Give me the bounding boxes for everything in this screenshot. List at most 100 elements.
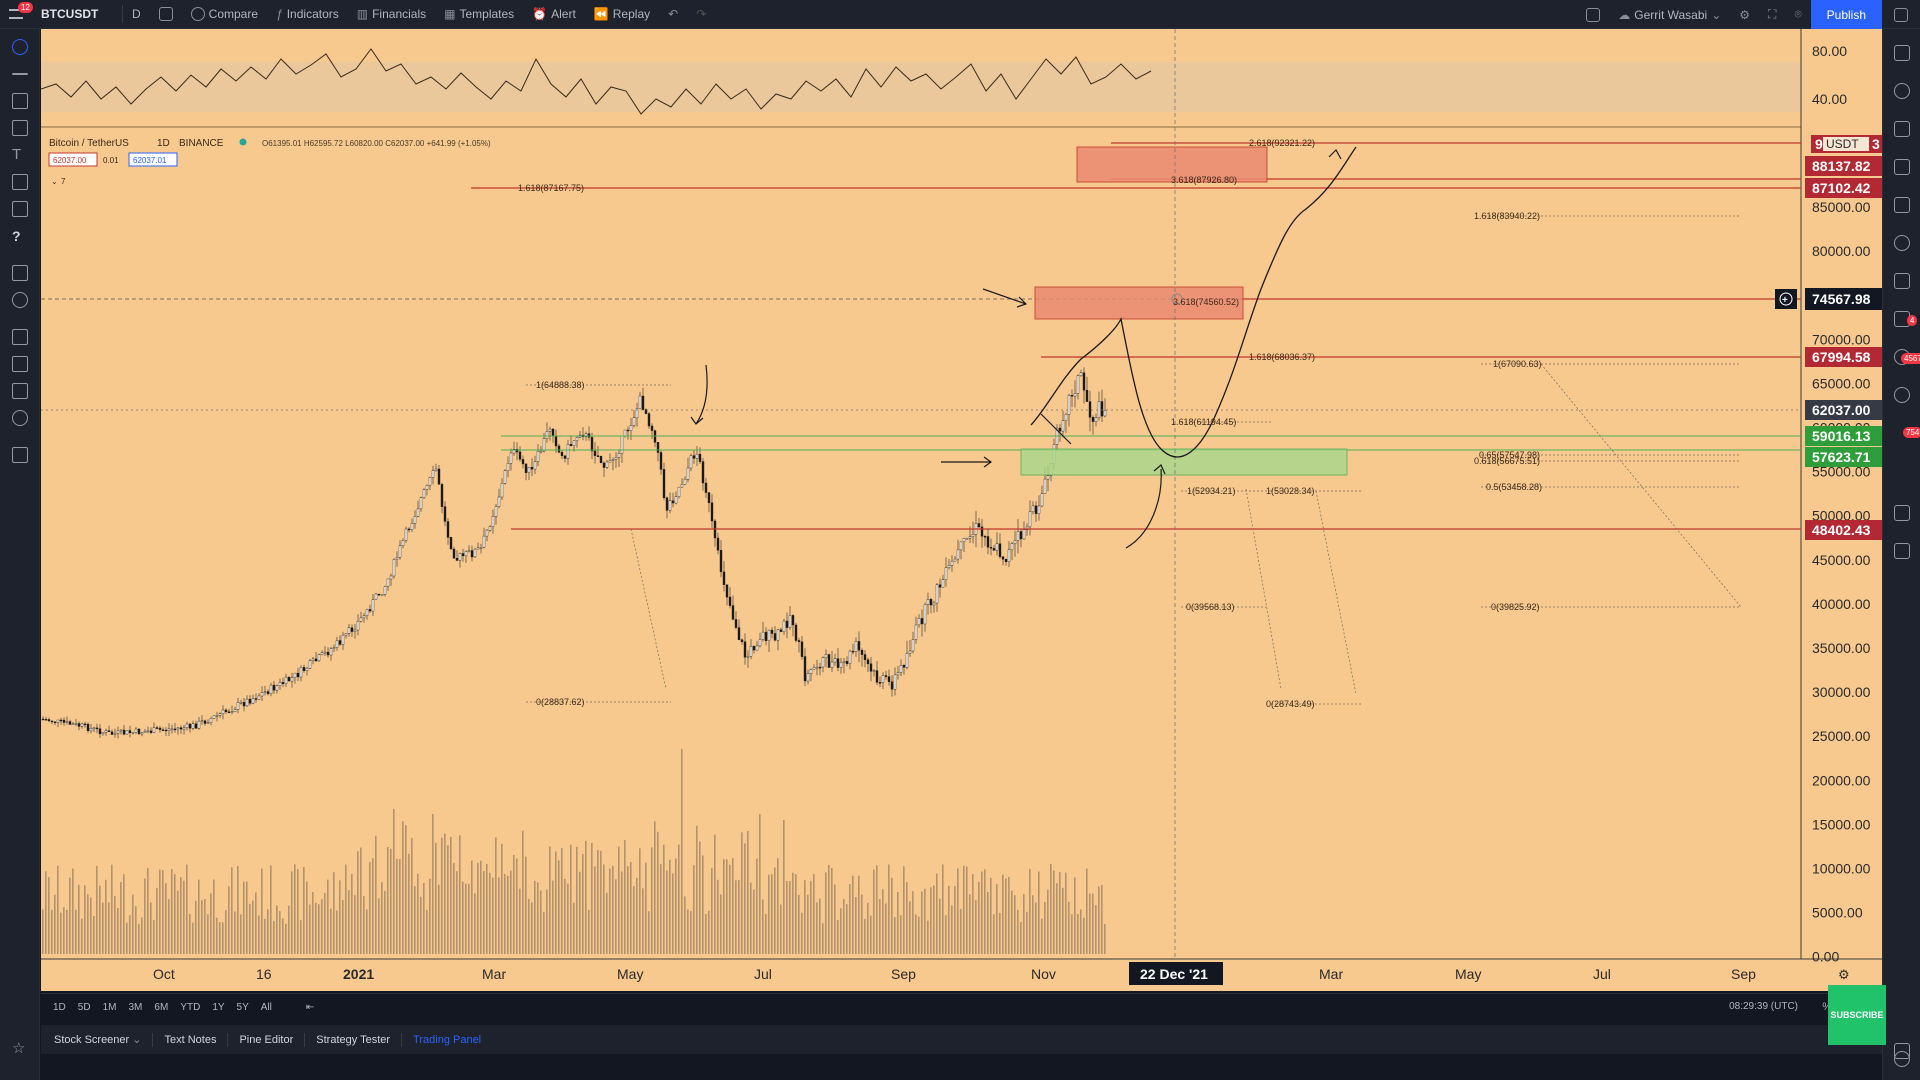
settings-button[interactable]: ⚙ [1730, 0, 1759, 29]
interval-button[interactable]: D [132, 7, 141, 21]
compare-button[interactable]: Compare [182, 0, 267, 29]
projection-path[interactable] [1030, 146, 1357, 458]
lock-icon[interactable] [12, 383, 28, 399]
rectangle-icon[interactable] [12, 120, 28, 136]
add-alert-button[interactable] [1775, 289, 1797, 309]
financials-button[interactable]: ▥ Financials [348, 0, 435, 29]
volume-bar [375, 835, 377, 954]
candle-body [563, 455, 567, 459]
candle-body [782, 620, 786, 632]
candle-body [752, 646, 756, 651]
ruler-icon[interactable] [12, 265, 28, 281]
tab-strategy-tester[interactable]: Strategy Tester [316, 1033, 391, 1046]
prediction-icon[interactable] [12, 201, 28, 217]
snapshot-button[interactable]: ⌾ [1785, 0, 1810, 29]
crosshair-icon[interactable] [12, 39, 28, 55]
price-label-suffix: 3 [1872, 136, 1880, 152]
subscribe-overlay[interactable]: SUBSCRIBE [1828, 985, 1886, 1045]
tab-text-notes[interactable]: Text Notes [164, 1033, 217, 1046]
eye-icon[interactable] [12, 410, 28, 426]
volume-bar [99, 885, 101, 954]
utc-clock[interactable]: 08:29:39 (UTC) [1729, 1001, 1798, 1012]
chart-type-button[interactable] [150, 0, 182, 29]
drawn-line[interactable] [1040, 413, 1072, 445]
range-5d-button[interactable]: 5D [77, 1001, 91, 1013]
chart-canvas[interactable]: 2.618(92321.22) 3.618(87926.80) 1.618(87… [41, 29, 1882, 991]
trend-line-icon[interactable] [12, 73, 28, 75]
publish-button[interactable]: Publish [1810, 0, 1882, 29]
drawn-arrow-box[interactable] [982, 288, 1027, 305]
candle-body [389, 575, 393, 580]
range-3m-button[interactable]: 3M [128, 1001, 143, 1013]
alert-button[interactable]: ⏰ Alert [523, 0, 585, 29]
range-1y-button[interactable]: 1Y [212, 1001, 225, 1013]
alerts-icon[interactable] [1894, 83, 1910, 99]
candle-body [764, 631, 768, 641]
currency-badge [1823, 137, 1869, 151]
calendar-icon[interactable] [1894, 197, 1910, 213]
range-1m-button[interactable]: 1M [102, 1001, 117, 1013]
help-circle-icon[interactable] [1894, 1051, 1910, 1067]
range-5y-button[interactable]: 5Y [236, 1001, 249, 1013]
fib-retracement-icon[interactable] [12, 93, 28, 109]
candle-body [419, 497, 423, 510]
price-label-bg [1805, 288, 1882, 310]
data-window-icon[interactable] [1894, 121, 1910, 137]
hotlist-icon[interactable] [1894, 159, 1910, 175]
drawn-curve[interactable] [1125, 468, 1162, 549]
support-zone[interactable] [1020, 448, 1348, 476]
volume-bar [981, 871, 983, 954]
templates-button[interactable]: ▦ Templates [435, 0, 523, 29]
tab-stock-screener[interactable]: Stock Screener ⌄ [43, 1033, 152, 1046]
chat-icon[interactable] [1894, 273, 1910, 289]
symbol-search-button[interactable]: BTCUSDT [41, 7, 99, 21]
watchlist-toggle-button[interactable] [1882, 0, 1920, 29]
user-button[interactable]: ☁ Gerrit Wasabi ⌄ [1609, 0, 1730, 29]
percent-scale-button[interactable]: % [1822, 1001, 1832, 1013]
range-1d-button[interactable]: 1D [53, 1001, 66, 1013]
pattern-icon[interactable] [12, 174, 28, 190]
indicators-button[interactable]: ƒ Indicators [267, 0, 348, 29]
price-label-bg [1805, 178, 1882, 198]
drawn-arrow-down[interactable] [695, 364, 708, 425]
range-6m-button[interactable]: 6M [154, 1001, 169, 1013]
range-all-button[interactable]: All [260, 1001, 272, 1013]
fullscreen-button[interactable]: ⛶ [1759, 0, 1785, 29]
trend-icon[interactable] [1894, 505, 1910, 521]
broadcast-icon[interactable] [1894, 387, 1910, 403]
undo-button[interactable]: ↶ [659, 0, 687, 29]
volume-bar [651, 847, 653, 954]
layout-button[interactable] [1577, 0, 1609, 29]
resistance-box-top[interactable] [1076, 146, 1268, 183]
ideas-icon[interactable] [1894, 235, 1910, 251]
dom-icon[interactable] [1894, 543, 1910, 559]
time-axis-settings-icon[interactable]: ⚙ [1838, 967, 1850, 982]
star-icon[interactable]: ☆ [12, 1040, 26, 1057]
watchlist-icon[interactable] [1894, 45, 1910, 61]
zoom-icon[interactable] [12, 292, 28, 308]
candle-body [269, 684, 273, 694]
tab-pine-editor[interactable]: Pine Editor [239, 1033, 294, 1046]
volume-bar [957, 868, 959, 954]
text-tool-icon[interactable]: T [12, 146, 22, 163]
menu-button[interactable]: 12 [0, 0, 33, 29]
goto-date-button[interactable]: ⇤ [300, 1002, 320, 1013]
volume-bar [474, 893, 476, 954]
price-tick: 70000.00 [1812, 331, 1871, 347]
resistance-box-middle[interactable] [1034, 286, 1244, 320]
candle-body [83, 723, 87, 726]
candle-body [683, 479, 687, 485]
brush-icon[interactable] [12, 356, 28, 372]
tab-trading-panel[interactable]: Trading Panel [413, 1033, 482, 1046]
replay-button[interactable]: ⏪ Replay [585, 0, 659, 29]
redo-button[interactable]: ↷ [687, 0, 715, 29]
candle-body [854, 641, 858, 652]
help-icon[interactable]: ? [12, 228, 21, 244]
range-ytd-button[interactable]: YTD [180, 1001, 201, 1013]
volume-bar [624, 840, 626, 954]
sidebar-badge: 4 [1907, 315, 1918, 326]
magnet-icon[interactable] [12, 329, 28, 345]
chart-pane[interactable]: 2.618(92321.22) 3.618(87926.80) 1.618(87… [41, 29, 1882, 991]
trash-icon[interactable] [12, 447, 28, 463]
volume-bar [657, 831, 659, 954]
